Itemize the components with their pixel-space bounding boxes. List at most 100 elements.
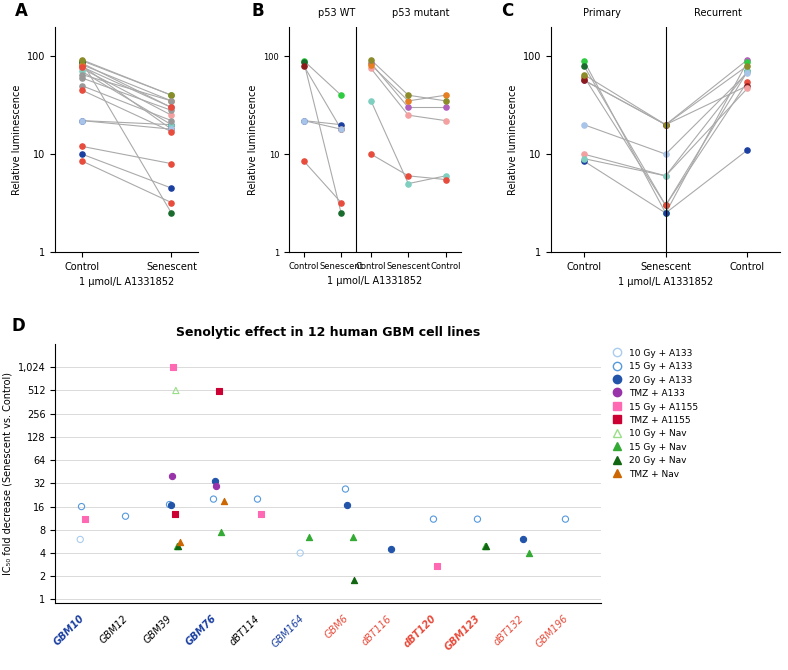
Text: p53 mutant: p53 mutant: [392, 7, 450, 17]
Point: [76, 56, 88, 66]
Point: [335, 124, 348, 135]
Point: [212, 386, 225, 397]
Point: [76, 72, 88, 83]
Point: [741, 66, 753, 77]
Text: GBM10: GBM10: [51, 613, 86, 648]
Point: [215, 527, 228, 537]
Y-axis label: IC₅₀ fold decrease (Senescent vs. Control): IC₅₀ fold decrease (Senescent vs. Contro…: [2, 372, 12, 575]
Point: [165, 158, 178, 169]
Point: [347, 531, 359, 542]
Point: [165, 110, 178, 121]
Text: dBT120: dBT120: [402, 613, 438, 650]
Point: [298, 56, 310, 66]
Point: [660, 208, 672, 218]
Point: [165, 208, 178, 218]
Point: [480, 540, 492, 551]
Point: [255, 508, 268, 519]
Point: [365, 60, 377, 70]
Point: [165, 119, 178, 130]
Point: [578, 119, 590, 130]
Point: [660, 170, 672, 181]
Point: [559, 514, 572, 525]
Point: [339, 484, 351, 494]
Point: [76, 115, 88, 126]
Point: [165, 499, 177, 510]
Point: [427, 514, 440, 525]
Point: [365, 149, 377, 159]
Y-axis label: Relative luminescence: Relative luminescence: [248, 84, 258, 194]
Point: [298, 60, 310, 71]
Text: GBM12: GBM12: [98, 613, 130, 645]
Point: [165, 96, 178, 107]
Text: GBM39: GBM39: [142, 613, 174, 645]
Point: [303, 531, 315, 542]
Point: [741, 60, 753, 71]
Point: [522, 547, 535, 558]
Point: [172, 540, 184, 551]
Point: [207, 494, 220, 505]
Point: [365, 96, 377, 107]
Point: [660, 200, 672, 210]
Text: p53 WT: p53 WT: [318, 7, 355, 17]
Text: D: D: [12, 317, 25, 335]
Legend: 10 Gy + A133, 15 Gy + A133, 20 Gy + A133, TMZ + A133, 15 Gy + A1155, TMZ + A1155: 10 Gy + A133, 15 Gy + A133, 20 Gy + A133…: [612, 348, 697, 479]
Point: [298, 155, 310, 166]
Point: [169, 508, 181, 519]
Point: [251, 494, 264, 505]
Point: [335, 197, 348, 208]
Point: [578, 69, 590, 80]
Point: [741, 83, 753, 94]
Point: [402, 170, 414, 181]
Point: [210, 480, 222, 491]
Point: [76, 149, 88, 159]
Point: [741, 76, 753, 87]
Point: [440, 90, 452, 100]
Point: [440, 102, 452, 113]
Point: [76, 66, 88, 77]
Point: [660, 119, 672, 130]
Point: [741, 145, 753, 155]
Point: [76, 60, 88, 70]
X-axis label: 1 μmol/L A1331852: 1 μmol/L A1331852: [79, 277, 174, 287]
Point: [76, 69, 88, 80]
Text: A: A: [15, 1, 28, 19]
Point: [348, 574, 361, 585]
Point: [440, 96, 452, 107]
Point: [76, 85, 88, 96]
Point: [165, 470, 178, 481]
Text: dBT132: dBT132: [492, 613, 526, 647]
Point: [76, 155, 88, 166]
Point: [365, 54, 377, 65]
Point: [402, 90, 414, 100]
Point: [165, 119, 178, 130]
Point: [163, 499, 176, 510]
Point: [119, 511, 132, 521]
Point: [165, 115, 178, 126]
Point: [76, 63, 88, 74]
Point: [578, 155, 590, 166]
Point: [165, 90, 178, 100]
Text: B: B: [251, 1, 264, 19]
Point: [440, 170, 452, 181]
Point: [365, 58, 377, 68]
Point: [335, 119, 348, 130]
Point: [479, 540, 492, 551]
Point: [79, 514, 91, 525]
Point: [402, 178, 414, 189]
Text: GBM164: GBM164: [269, 613, 306, 650]
Text: GBM196: GBM196: [533, 613, 570, 650]
Point: [402, 96, 414, 107]
Point: [578, 56, 590, 66]
Point: [75, 501, 87, 512]
Text: GBM6: GBM6: [322, 613, 350, 641]
Point: [76, 62, 88, 72]
Point: [76, 56, 88, 67]
Point: [402, 102, 414, 113]
Point: [741, 54, 753, 65]
X-axis label: 1 μmol/L A1331852: 1 μmol/L A1331852: [618, 277, 713, 287]
Point: [165, 183, 178, 194]
Point: [578, 75, 590, 86]
Point: [294, 547, 307, 558]
Title: Senolytic effect in 12 human GBM cell lines: Senolytic effect in 12 human GBM cell li…: [176, 326, 480, 338]
Point: [171, 540, 184, 551]
